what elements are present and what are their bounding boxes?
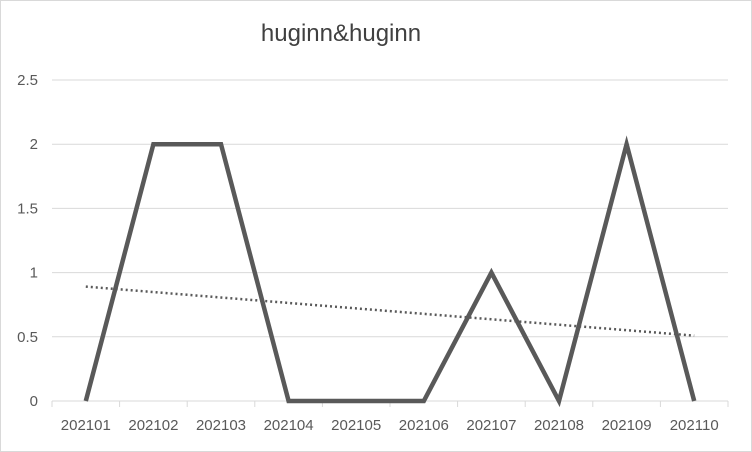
series-line: [83, 135, 697, 408]
x-tick-label: 202101: [61, 417, 111, 434]
y-tick-label: 2: [30, 136, 38, 153]
x-tick-label: 202103: [196, 417, 246, 434]
x-tick-label: 202104: [264, 417, 314, 434]
y-tick-label: 0.5: [17, 329, 38, 346]
x-tick-label: 202108: [534, 417, 584, 434]
x-tick-label: 202105: [331, 417, 381, 434]
y-tick-label: 2.5: [17, 72, 38, 89]
y-tick-label: 1: [30, 265, 38, 282]
x-tick-label: 202107: [466, 417, 516, 434]
y-tick-label: 1.5: [17, 200, 38, 217]
x-tick-label: 202110: [670, 417, 719, 434]
y-tick-label: 0: [30, 393, 38, 410]
trendline: [85, 285, 695, 337]
x-tick-label: 202106: [399, 417, 449, 434]
x-tick-label: 202109: [602, 417, 652, 434]
x-tick-label: 202102: [128, 417, 178, 434]
chart-title: huginn&huginn: [260, 20, 422, 47]
